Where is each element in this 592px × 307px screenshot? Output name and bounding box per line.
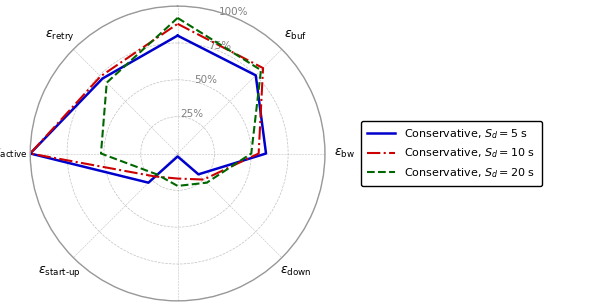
- Legend: Conservative, $S_d = 5$ s, Conservative, $S_d = 10$ s, Conservative, $S_d = 20$ : Conservative, $S_d = 5$ s, Conservative,…: [361, 121, 542, 186]
